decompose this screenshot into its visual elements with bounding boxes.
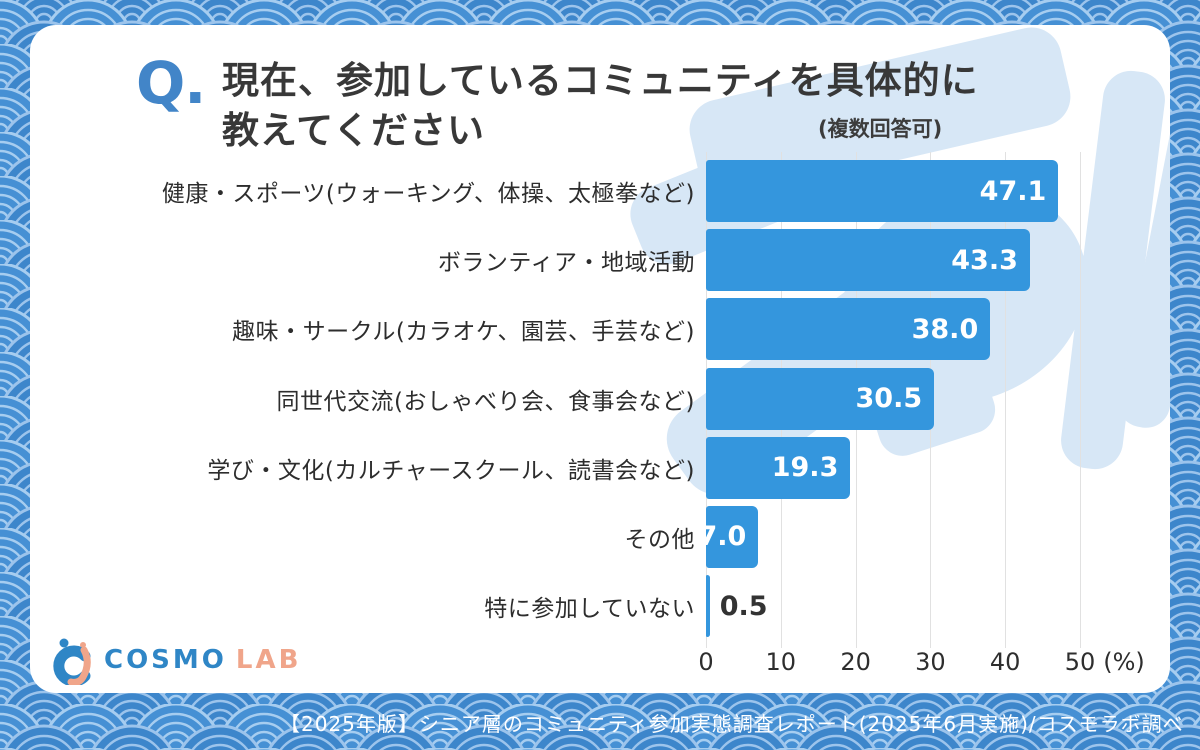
category-label: 同世代交流(おしゃべり会、食事会など) bbox=[276, 388, 695, 415]
bar-row: 学び・文化(カルチャースクール、読書会など) 19.3 bbox=[30, 436, 1170, 506]
bar-track: 43.3 bbox=[706, 229, 1080, 292]
value-label: 30.5 bbox=[855, 383, 923, 415]
cosmo-lab-logo-text: COSMO LAB bbox=[104, 645, 301, 675]
bar: 47.1 bbox=[706, 160, 1059, 222]
bar-track: 19.3 bbox=[706, 436, 1080, 499]
question-mark-label: Q. bbox=[136, 49, 206, 117]
multiple-answers-note: (複数回答可) bbox=[818, 117, 943, 141]
bar-row: 同世代交流(おしゃべり会、食事会など) 30.5 bbox=[30, 367, 1170, 437]
value-label: 0.5 bbox=[719, 590, 768, 622]
bar-track: 0.5 bbox=[706, 575, 1080, 638]
survey-card: Q. 現在、参加しているコミュニティを具体的に 教えてください (複数回答可) … bbox=[30, 25, 1170, 693]
logo-text-lab: LAB bbox=[235, 645, 302, 675]
horizontal-bar-chart: 健康・スポーツ(ウォーキング、体操、太極拳など) 47.1 ボランティア・地域活… bbox=[30, 152, 1170, 676]
title-line-1: 現在、参加しているコミュニティを具体的に bbox=[222, 59, 979, 102]
bar-row: その他 7.0 bbox=[30, 505, 1170, 575]
bar-row: 趣味・サークル(カラオケ、園芸、手芸など) 38.0 bbox=[30, 298, 1170, 367]
bar: 19.3 bbox=[706, 436, 851, 499]
bar: 30.5 bbox=[706, 367, 935, 430]
value-label: 38.0 bbox=[911, 313, 979, 345]
bar-track: 47.1 bbox=[706, 160, 1080, 222]
logo-text-cosmo: COSMO bbox=[104, 645, 227, 675]
bar: 38.0 bbox=[706, 298, 991, 361]
bar: 0.5 bbox=[706, 575, 768, 638]
bar-rows: 健康・スポーツ(ウォーキング、体操、太極拳など) 47.1 ボランティア・地域活… bbox=[30, 160, 1170, 644]
x-tick-label: 20 bbox=[840, 648, 871, 676]
value-label: 43.3 bbox=[951, 244, 1018, 276]
title-line-2: 教えてください bbox=[222, 109, 486, 152]
cosmo-lab-logo-mark bbox=[53, 638, 91, 685]
category-label: 趣味・サークル(カラオケ、園芸、手芸など) bbox=[232, 319, 695, 346]
bar-row: ボランティア・地域活動 43.3 bbox=[30, 229, 1170, 298]
value-label: 7.0 bbox=[698, 521, 747, 553]
x-tick-label: 50 bbox=[1064, 648, 1096, 676]
gridline bbox=[1005, 152, 1007, 648]
bar-track: 38.0 bbox=[706, 298, 1080, 361]
value-label: 47.1 bbox=[979, 175, 1047, 207]
bar-track: 7.0 bbox=[699, 505, 1080, 568]
x-tick-label: 40 bbox=[989, 648, 1021, 676]
x-tick-label: 0 bbox=[698, 648, 714, 676]
bar-row: 特に参加していない 0.5 bbox=[30, 575, 1170, 644]
x-axis-unit-label: (%) bbox=[1103, 648, 1145, 676]
category-label: 特に参加していない bbox=[484, 596, 695, 623]
x-tick-label: 30 bbox=[915, 648, 946, 676]
footer-source-text: 【2025年版】シニア層のコミュニティ参加実態調査レポート(2025年6月実施)… bbox=[280, 712, 1184, 736]
bar-row: 健康・スポーツ(ウォーキング、体操、太極拳など) 47.1 bbox=[30, 160, 1170, 229]
category-label: 健康・スポーツ(ウォーキング、体操、太極拳など) bbox=[161, 181, 695, 207]
category-label: ボランティア・地域活動 bbox=[437, 250, 695, 277]
category-label: その他 bbox=[624, 526, 695, 553]
bar-track: 30.5 bbox=[706, 367, 1080, 430]
value-label: 19.3 bbox=[771, 452, 839, 484]
x-tick-label: 10 bbox=[765, 648, 797, 676]
gridline bbox=[1080, 152, 1081, 648]
bar: 7.0 bbox=[699, 505, 759, 568]
bar: 43.3 bbox=[706, 229, 1030, 292]
cosmo-lab-logo: COSMO LAB bbox=[45, 635, 301, 685]
page-title: 現在、参加しているコミュニティを具体的に 教えてください bbox=[222, 56, 979, 156]
x-axis: 0 10 20 30 40 50 (%) bbox=[698, 648, 1144, 680]
category-label: 学び・文化(カルチャースクール、読書会など) bbox=[207, 457, 695, 484]
